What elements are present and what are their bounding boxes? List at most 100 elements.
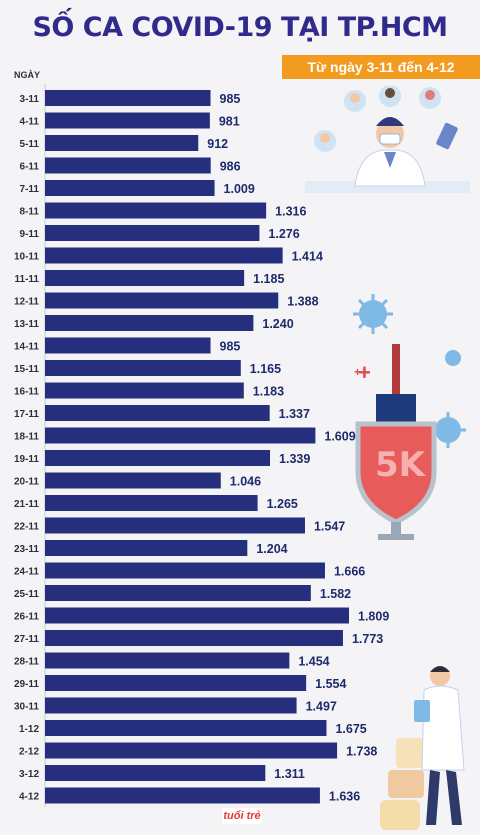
category-label: 19-11 xyxy=(14,454,39,465)
category-label: 8-11 xyxy=(20,207,40,218)
value-label: 1.316 xyxy=(275,205,306,219)
bar xyxy=(45,270,245,286)
value-label: 1.636 xyxy=(329,790,360,804)
category-label: 28-11 xyxy=(14,657,39,668)
value-label: 1.165 xyxy=(250,362,281,376)
value-label: 985 xyxy=(220,340,241,354)
bar xyxy=(45,630,343,646)
bar xyxy=(45,427,316,444)
category-label: 25-11 xyxy=(14,589,39,600)
bar xyxy=(45,562,325,579)
category-label: 10-11 xyxy=(14,252,39,263)
category-label: 29-11 xyxy=(14,679,39,690)
bar xyxy=(45,742,338,759)
bar xyxy=(45,517,305,534)
svg-text:+: + xyxy=(354,365,361,379)
category-label: 2-12 xyxy=(19,747,39,758)
value-label: 1.454 xyxy=(298,655,329,669)
bar xyxy=(45,720,327,736)
value-label: 1.809 xyxy=(358,610,389,624)
bar xyxy=(45,405,270,421)
category-label: 21-11 xyxy=(14,499,39,510)
value-label: 912 xyxy=(207,137,228,151)
category-label: 4-11 xyxy=(20,117,40,128)
value-label: 1.675 xyxy=(335,722,366,736)
value-label: 1.582 xyxy=(320,587,351,601)
bar xyxy=(45,135,199,151)
category-label: 3-11 xyxy=(20,94,40,105)
category-label: 14-11 xyxy=(14,342,39,353)
bar xyxy=(45,652,290,669)
category-label: 9-11 xyxy=(20,229,40,240)
category-label: 17-11 xyxy=(14,409,39,420)
value-label: 1.547 xyxy=(314,520,345,534)
bar xyxy=(45,675,307,691)
y-axis-label: NGÀY xyxy=(14,70,41,80)
bar xyxy=(45,180,215,196)
value-label: 1.388 xyxy=(287,295,318,309)
value-label: 1.204 xyxy=(256,542,287,556)
bar xyxy=(45,90,211,106)
bar xyxy=(45,157,211,174)
category-label: 27-11 xyxy=(14,634,39,645)
bar xyxy=(45,112,210,129)
svg-text:+: + xyxy=(358,360,371,385)
value-label: 985 xyxy=(220,92,241,106)
category-label: 16-11 xyxy=(14,387,39,398)
bar xyxy=(45,472,221,489)
value-label: 1.265 xyxy=(267,497,298,511)
value-label: 1.311 xyxy=(274,767,305,781)
category-label: 24-11 xyxy=(14,567,39,578)
bar xyxy=(45,337,211,354)
shield-text: 5K xyxy=(374,445,425,485)
category-label: 6-11 xyxy=(20,162,40,173)
bar xyxy=(45,292,279,309)
bar xyxy=(45,225,260,241)
bar xyxy=(45,382,244,399)
value-label: 1.337 xyxy=(279,407,310,421)
value-label: 1.609 xyxy=(324,430,355,444)
doctor-standing-illustration xyxy=(380,666,465,830)
bar xyxy=(45,450,271,466)
category-label: 26-11 xyxy=(14,612,39,623)
category-label: 22-11 xyxy=(14,522,39,533)
category-label: 7-11 xyxy=(20,184,40,195)
category-label: 18-11 xyxy=(14,432,39,443)
bar xyxy=(45,787,320,804)
value-label: 1.414 xyxy=(292,250,323,264)
category-label: 3-12 xyxy=(19,769,39,780)
bar xyxy=(45,315,254,331)
value-label: 1.009 xyxy=(224,182,255,196)
value-label: 1.497 xyxy=(306,700,337,714)
value-label: 1.554 xyxy=(315,677,346,691)
value-label: 1.738 xyxy=(346,745,377,759)
bar xyxy=(45,540,248,556)
value-label: 1.183 xyxy=(253,385,284,399)
bar xyxy=(45,202,267,219)
value-label: 981 xyxy=(219,115,240,129)
value-label: 1.046 xyxy=(230,475,261,489)
brand-logo: tuổi trẻ xyxy=(222,808,262,824)
doctor-network-illustration xyxy=(305,86,470,193)
chart-subtitle: Từ ngày 3-11 đến 4-12 xyxy=(282,55,480,79)
value-label: 1.773 xyxy=(352,632,383,646)
virus-vaccine-illustration: + + xyxy=(353,294,466,540)
category-label: 11-11 xyxy=(15,274,40,285)
category-label: 30-11 xyxy=(14,702,39,713)
value-label: 1.240 xyxy=(262,317,293,331)
category-label: 4-12 xyxy=(19,792,39,803)
chart-title: SỐ CA COVID-19 TẠI TP.HCM xyxy=(32,12,448,43)
category-label: 1-12 xyxy=(19,724,39,735)
category-label: 5-11 xyxy=(20,139,40,150)
bar xyxy=(45,585,311,601)
category-label: 13-11 xyxy=(14,319,39,330)
bar xyxy=(45,607,349,624)
category-label: 23-11 xyxy=(14,544,39,555)
bar xyxy=(45,360,241,376)
value-label: 1.185 xyxy=(253,272,284,286)
category-label: 20-11 xyxy=(14,477,39,488)
category-label: 15-11 xyxy=(14,364,39,375)
value-label: 986 xyxy=(220,160,241,174)
category-label: 12-11 xyxy=(14,297,39,308)
